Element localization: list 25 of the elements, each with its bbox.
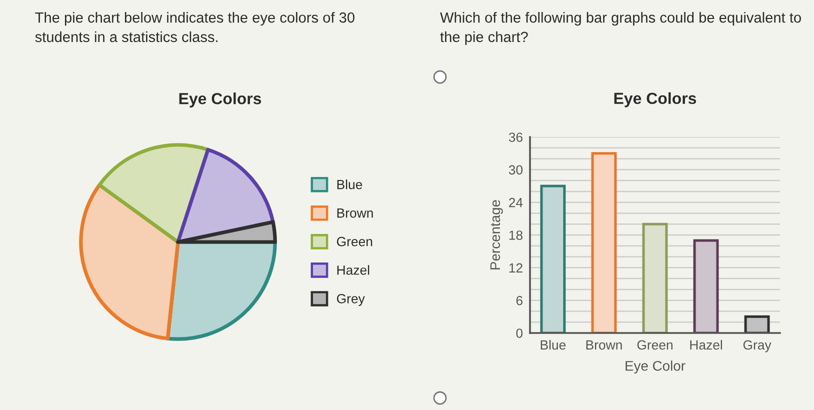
legend-label: Hazel <box>337 265 370 275</box>
legend-label: Green <box>336 236 372 246</box>
y-tick-label: 18 <box>509 230 522 240</box>
bar <box>591 152 617 333</box>
x-axis-title: Eye Color <box>626 360 686 374</box>
legend-label: Brown <box>337 208 373 218</box>
y-axis-title: Percentage <box>490 200 503 270</box>
x-tick-label: Hazel <box>690 340 722 350</box>
y-tick-label: 12 <box>509 263 522 272</box>
x-tick-label: Brown <box>586 340 622 350</box>
y-tick-label: 36 <box>508 132 522 142</box>
chart-title: Eye Colors <box>179 92 262 108</box>
legend-label: Blue <box>337 180 362 190</box>
text: Which of the following bar graphs could be equivalent to the pie chart? <box>440 12 801 45</box>
chart-title: Eye Colors <box>614 92 696 108</box>
x-tick-label: Blue <box>540 340 566 350</box>
legend-label: Grey <box>336 294 365 306</box>
y-tick-label: 30 <box>508 165 523 175</box>
x-tick-label: Green <box>637 340 672 350</box>
y-tick-label: 0 <box>516 328 523 338</box>
text: The pie chart below indicates the eye colors of 30 students in a statistics class. <box>35 12 354 42</box>
y-tick-label: 6 <box>516 296 522 306</box>
bar <box>642 222 668 333</box>
x-tick-label: Gray <box>743 340 772 352</box>
y-tick-label: 24 <box>509 198 523 208</box>
